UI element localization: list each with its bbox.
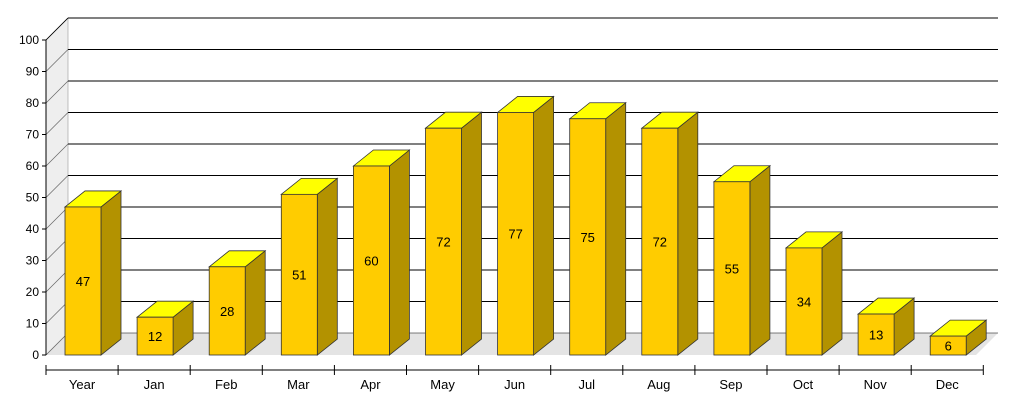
y-tick-label: 90 [26, 65, 40, 79]
y-tick-label: 50 [26, 191, 40, 205]
y-tick-label: 70 [26, 128, 40, 142]
x-tick-label: May [430, 377, 455, 392]
bar-side [749, 164, 771, 356]
bar-front [280, 193, 318, 356]
x-tick-label: Jan [144, 377, 165, 392]
bar-side [821, 231, 843, 356]
x-axis: Year Jan Feb Mar Apr May Jun Jul Aug Sep Oct Nov Dec [45, 365, 984, 392]
bar-side [677, 111, 699, 356]
bar-front [136, 316, 174, 356]
bar-front [208, 266, 246, 356]
data-label: 12 [148, 329, 162, 344]
x-tick-label: Dec [936, 377, 960, 392]
bar[interactable]: 77 [496, 95, 555, 356]
y-tick-label: 80 [26, 96, 40, 110]
bar[interactable]: 72 [424, 111, 483, 356]
data-label: 77 [508, 227, 522, 242]
y-tick-label: 60 [26, 159, 40, 173]
x-tick-label: Apr [360, 377, 381, 392]
data-label: 34 [797, 294, 811, 309]
bar[interactable]: 51 [280, 177, 339, 356]
y-axis-top-depth [45, 17, 69, 41]
data-label: 47 [76, 274, 90, 289]
bar[interactable]: 60 [352, 149, 411, 356]
data-label: 72 [653, 235, 667, 250]
data-label: 72 [436, 235, 450, 250]
data-label: 13 [869, 328, 883, 343]
gridline-depth [45, 301, 69, 324]
bar-front [713, 181, 751, 356]
gridline-depth [45, 269, 69, 293]
x-tick-label: Aug [647, 377, 670, 392]
x-tick-label: Jul [578, 377, 595, 392]
data-label: 55 [725, 261, 739, 276]
x-tick-label: Mar [287, 377, 310, 392]
bar-front [929, 335, 967, 356]
bar-front [425, 127, 462, 356]
gridline-depth [45, 49, 69, 72]
data-label: 51 [292, 268, 306, 283]
gridline-depth [45, 175, 69, 198]
data-label: 60 [364, 254, 378, 269]
bar[interactable]: 28 [208, 249, 267, 356]
y-axis: 0 10 20 30 40 50 60 70 80 90 100 [19, 17, 69, 362]
gridline-depth [45, 206, 69, 230]
x-tick-label: Feb [215, 377, 237, 392]
bars: 47 12 28 51 60 72 77 75 72 55 34 13 6 [63, 95, 988, 356]
bar-side [100, 190, 122, 356]
bar-front [497, 112, 535, 356]
x-tick-label: Nov [864, 377, 888, 392]
bar-front [785, 247, 823, 356]
y-tick-label: 100 [19, 33, 39, 47]
bar-side [461, 111, 482, 356]
bar-side [316, 177, 338, 356]
bar-front [64, 206, 102, 356]
y-tick-label: 40 [26, 222, 40, 236]
bar[interactable]: 75 [568, 101, 627, 356]
y-tick-label: 10 [26, 317, 40, 331]
bar[interactable]: 34 [784, 231, 844, 356]
bar[interactable]: 13 [856, 297, 916, 356]
data-label: 75 [580, 230, 594, 245]
bar-front [569, 118, 607, 356]
data-label: 6 [945, 339, 952, 354]
bar[interactable]: 72 [640, 111, 699, 356]
gridline-depth [45, 238, 69, 261]
y-tick-label: 20 [26, 285, 40, 299]
bar-side [605, 101, 627, 356]
y-tick-label: 30 [26, 254, 40, 268]
x-tick-label: Oct [793, 377, 814, 392]
bar[interactable]: 55 [712, 164, 772, 356]
bar-front [352, 165, 390, 356]
bar[interactable]: 47 [63, 190, 123, 356]
x-tick-label: Sep [719, 377, 742, 392]
gridline-depth [45, 80, 69, 104]
bar-front [857, 313, 895, 356]
bar-front [641, 127, 679, 356]
gridline-depth [45, 143, 69, 167]
gridline-depth [45, 112, 69, 135]
bar-side [388, 149, 410, 356]
y-tick-label: 0 [32, 348, 39, 362]
x-tick-label: Year [69, 377, 96, 392]
data-label: 28 [220, 304, 234, 319]
gridline-depth [45, 332, 69, 356]
bar[interactable]: 12 [135, 300, 195, 356]
bar[interactable]: 6 [929, 319, 988, 356]
bar-side [244, 249, 266, 356]
bar-side [533, 95, 554, 356]
x-tick-label: Jun [504, 377, 525, 392]
